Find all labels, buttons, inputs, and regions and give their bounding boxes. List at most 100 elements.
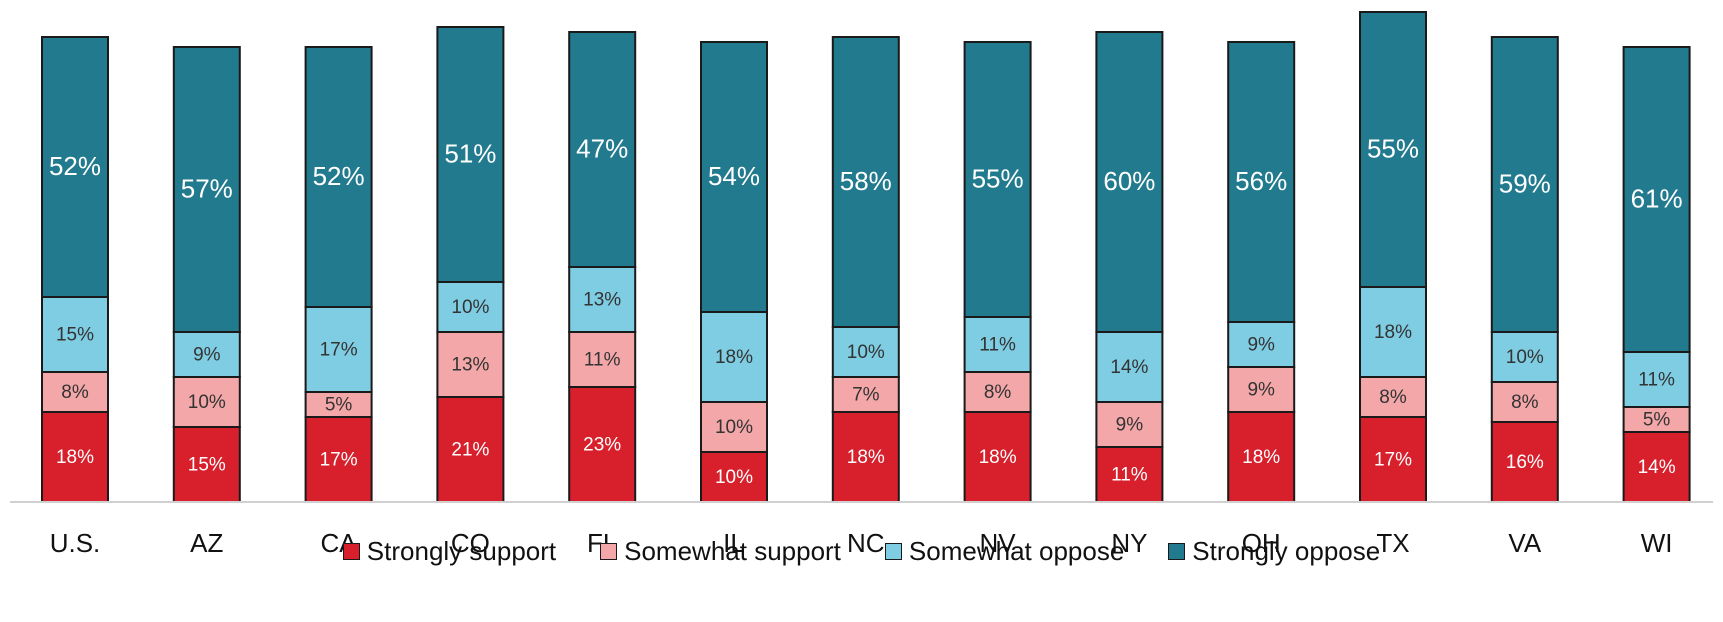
bar-value-label: 55% (972, 163, 1024, 193)
bar-value-label: 18% (847, 447, 885, 468)
legend-swatch (600, 542, 618, 560)
bar-value-label: 10% (188, 392, 226, 413)
bar-value-label: 17% (320, 450, 358, 471)
bar-segment-strongly-oppose (963, 41, 1032, 318)
bar-value-label: 10% (715, 417, 753, 438)
bar-segment-strongly-oppose (1095, 31, 1164, 333)
bar-value-label: 5% (1643, 410, 1671, 431)
bar-value-label: 10% (1506, 347, 1544, 368)
bar-value-label: 60% (1103, 166, 1155, 196)
legend-swatch (884, 542, 902, 560)
bar-value-label: 5% (325, 395, 353, 416)
bar-value-label: 7% (852, 385, 880, 406)
legend-label: Somewhat oppose (908, 535, 1125, 566)
bar-value-label: 13% (583, 290, 621, 311)
legend-label: Strongly support (366, 535, 557, 566)
legend-item: Strongly support (342, 535, 557, 567)
bar-segment-somewhat-support (963, 371, 1032, 413)
bar-segment-strongly-support (1359, 416, 1427, 503)
legend-item: Somewhat support (600, 536, 841, 567)
bar-segment-strongly-oppose (1490, 36, 1559, 333)
bar-value-label: 59% (1499, 168, 1551, 198)
bar-value-label: 18% (56, 447, 94, 468)
bar-value-label: 15% (56, 325, 94, 346)
bar-segment-somewhat-oppose (1227, 321, 1296, 368)
bar-segment-somewhat-support (172, 376, 241, 428)
bars-group: 18% 8% 15% 52% 15% 10% 9% 57% 17% 5% 17% 52% 21% 13% 1… (41, 11, 1691, 503)
legend: Strongly support Somewhat support Somewhat… (0, 526, 1723, 576)
bar-value-label: 15% (188, 455, 226, 476)
category-label: TX (1376, 528, 1409, 558)
bar-segment-somewhat-oppose (172, 331, 241, 378)
bar-segment-strongly-support (1227, 411, 1296, 503)
bar-value-label: 11% (979, 335, 1016, 356)
bar-value-label: 47% (576, 133, 628, 163)
category-label: IL (723, 528, 745, 558)
bar-segment-somewhat-oppose (304, 306, 373, 393)
bar-value-label: 18% (1242, 447, 1280, 468)
bar-segment-strongly-oppose (1227, 41, 1296, 323)
bar-value-label: 10% (715, 467, 753, 488)
bar-segment-somewhat-oppose (568, 266, 637, 333)
bar-value-label: 9% (1247, 335, 1275, 356)
bar-segment-strongly-support (963, 411, 1032, 503)
bar-value-label: 9% (1247, 380, 1275, 401)
bar-segment-strongly-support (41, 411, 109, 503)
bar-value-label: 58% (840, 166, 892, 196)
bar-segment-somewhat-support (1095, 401, 1164, 448)
bar-value-label: 8% (984, 382, 1012, 403)
bar-segment-strongly-oppose (700, 41, 768, 313)
bar-segment-strongly-oppose (568, 31, 637, 268)
bar-value-label: 55% (1367, 133, 1419, 163)
bar-segment-somewhat-oppose (1095, 331, 1164, 403)
legend-swatch (342, 542, 360, 560)
bar-segment-strongly-support (831, 411, 900, 503)
category-label: U.S. (50, 528, 101, 558)
bar-value-label: 56% (1235, 166, 1287, 196)
bar-value-label: 8% (61, 382, 89, 403)
bar-value-label: 23% (583, 435, 621, 456)
bar-value-label: 11% (1638, 370, 1675, 391)
bar-segment-somewhat-support (1227, 366, 1296, 413)
bar-segment-somewhat-support (1359, 376, 1427, 418)
bar-value-label: 18% (979, 447, 1017, 468)
bar-segment-somewhat-support (1622, 406, 1691, 433)
bar-segment-somewhat-oppose (963, 316, 1032, 373)
bar-segment-strongly-oppose (831, 36, 900, 328)
bar-segment-strongly-oppose (1622, 46, 1691, 353)
bar-segment-somewhat-support (568, 331, 637, 388)
category-label: NV (980, 528, 1017, 558)
bar-value-label: 21% (451, 440, 489, 461)
bar-segment-somewhat-oppose (831, 326, 900, 378)
legend-label: Strongly oppose (1192, 535, 1381, 566)
category-label: OH (1242, 528, 1281, 558)
bar-value-label: 13% (451, 355, 489, 376)
category-label: WI (1641, 528, 1673, 558)
legend-item: Somewhat oppose (884, 535, 1125, 567)
bar-value-label: 52% (49, 151, 101, 181)
legend-label: Somewhat support (624, 535, 841, 566)
bar-value-label: 18% (715, 347, 753, 368)
bar-value-label: 8% (1511, 392, 1539, 413)
bar-segment-somewhat-oppose (1490, 331, 1559, 383)
category-label: AZ (190, 528, 223, 558)
bar-segment-somewhat-support (831, 376, 900, 413)
bar-segment-strongly-oppose (436, 26, 505, 283)
category-label: NC (847, 528, 885, 558)
bar-value-label: 9% (1116, 415, 1144, 436)
bar-segment-strongly-oppose (41, 36, 109, 298)
category-labels-group: U.S.AZCACOFLILNCNVNYOHTXVAWI (50, 528, 1673, 558)
category-label: CO (451, 528, 490, 558)
bar-segment-strongly-oppose (1359, 11, 1427, 288)
bar-value-label: 17% (320, 340, 358, 361)
bar-segment-strongly-support (1095, 446, 1164, 503)
category-label: NY (1111, 528, 1147, 558)
bar-value-label: 18% (1374, 322, 1412, 343)
bar-value-label: 17% (1374, 450, 1412, 471)
legend-swatch (1168, 542, 1186, 560)
bar-segment-somewhat-support (436, 331, 505, 398)
bar-value-label: 11% (584, 350, 621, 371)
bar-segment-somewhat-support (1490, 381, 1559, 423)
bar-value-label: 51% (444, 138, 496, 168)
